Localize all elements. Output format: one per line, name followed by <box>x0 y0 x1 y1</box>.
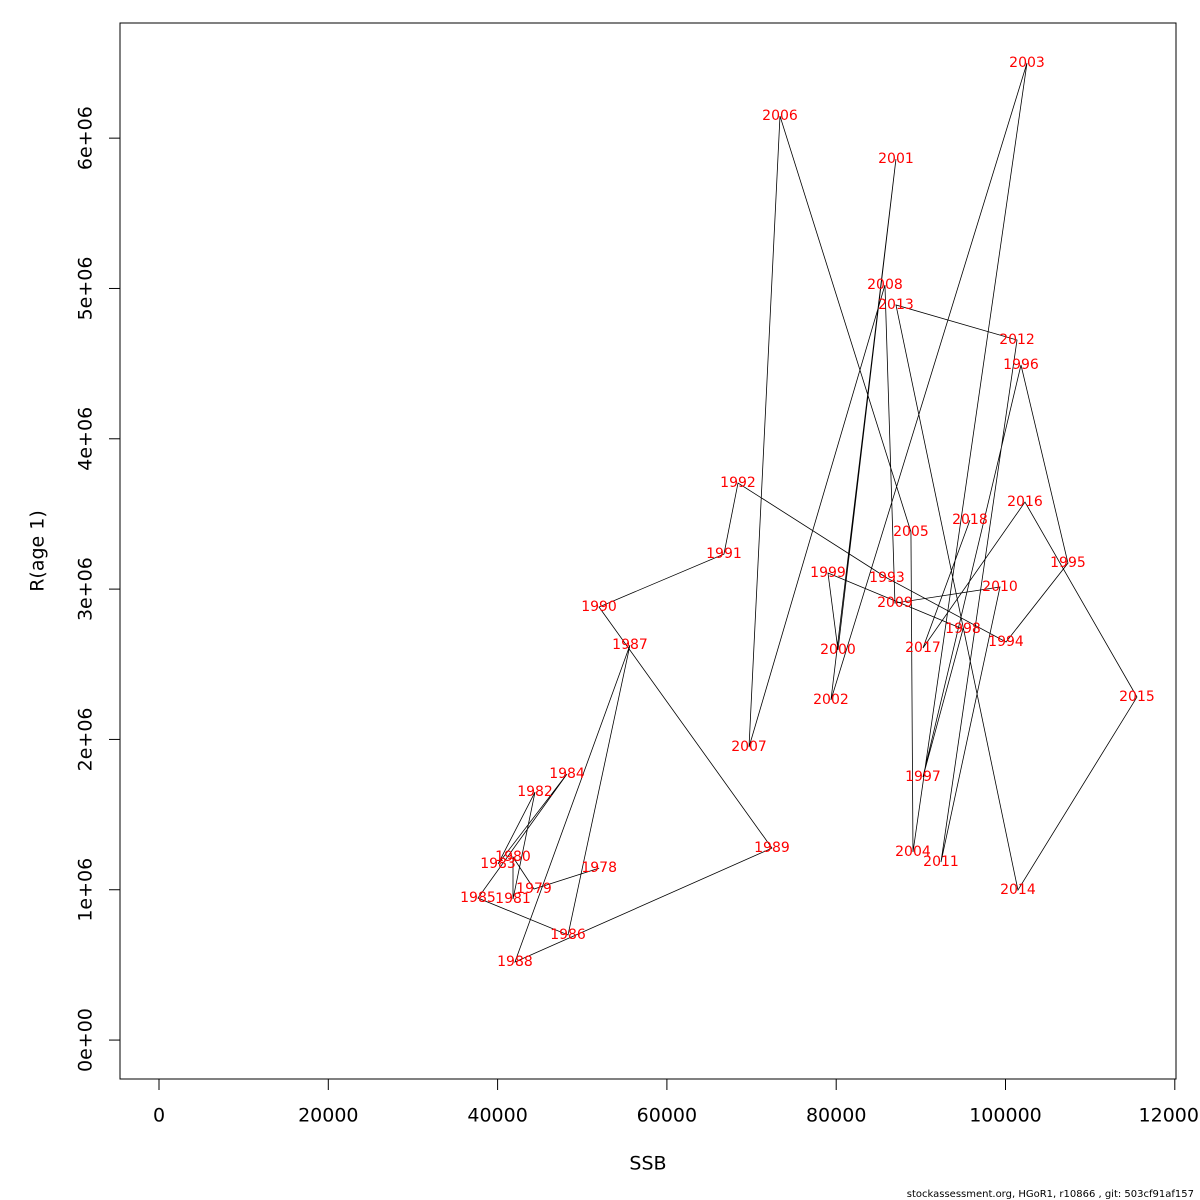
y-tick-label: 3e+06 <box>75 557 97 621</box>
y-axis-label: R(age 1) <box>27 510 49 592</box>
year-label: 1987 <box>612 637 648 653</box>
x-tick-label: 80000 <box>806 1105 866 1127</box>
y-tick-label: 2e+06 <box>75 707 97 771</box>
year-label: 1996 <box>1003 357 1039 373</box>
year-label: 2013 <box>878 297 914 313</box>
year-label: 1999 <box>810 565 846 581</box>
year-label: 2017 <box>905 640 941 656</box>
year-label: 1980 <box>495 849 531 865</box>
y-tick-label: 1e+06 <box>75 858 97 922</box>
footer: stockassessment.org, HGoR1, r10866 , git… <box>907 1189 1194 1200</box>
year-label: 2016 <box>1007 494 1043 510</box>
year-label: 1989 <box>754 840 790 856</box>
year-label: 2001 <box>878 151 914 167</box>
year-label: 1990 <box>581 599 617 615</box>
year-label: 1982 <box>517 784 553 800</box>
year-label: 1985 <box>460 890 496 906</box>
year-label: 2002 <box>813 692 849 708</box>
year-label: 2010 <box>982 579 1018 595</box>
year-label: 2003 <box>1009 55 1045 71</box>
y-tick-label: 0e+00 <box>75 1008 97 1072</box>
x-tick-label: 40000 <box>467 1105 527 1127</box>
x-tick-label: 0 <box>153 1105 165 1127</box>
year-label: 2009 <box>877 595 913 611</box>
year-label: 2000 <box>820 642 856 658</box>
year-label: 2007 <box>731 739 767 755</box>
year-label: 1998 <box>945 621 981 637</box>
y-tick-label: 6e+06 <box>75 106 97 170</box>
x-tick-label: 100000 <box>969 1105 1042 1127</box>
year-label: 1997 <box>905 769 941 785</box>
year-label: 2005 <box>893 524 929 540</box>
year-label: 1994 <box>988 634 1024 650</box>
year-label: 1979 <box>516 881 552 897</box>
year-label: 1988 <box>497 954 533 970</box>
year-label: 1993 <box>869 570 905 586</box>
year-label: 2015 <box>1119 689 1155 705</box>
year-label: 2018 <box>952 512 988 528</box>
year-label: 1986 <box>550 927 586 943</box>
y-tick-label: 4e+06 <box>75 407 97 471</box>
year-label: 1983 <box>480 856 516 872</box>
year-label: 2006 <box>762 108 798 124</box>
year-label: 2012 <box>999 332 1035 348</box>
year-label: 1995 <box>1050 555 1086 571</box>
year-label: 2014 <box>1000 882 1036 898</box>
year-label: 1992 <box>720 475 756 491</box>
y-tick-label: 5e+06 <box>75 257 97 321</box>
year-label: 1991 <box>706 546 742 562</box>
year-label: 1984 <box>549 766 585 782</box>
x-tick-label: 20000 <box>298 1105 358 1127</box>
trajectory-line <box>477 62 1138 963</box>
x-axis-label: SSB <box>629 1153 666 1175</box>
x-tick-label: 60000 <box>637 1105 697 1127</box>
plot-box <box>119 22 1177 1080</box>
year-label: 2008 <box>867 277 903 293</box>
year-label: 1981 <box>495 891 531 907</box>
year-label: 1978 <box>581 860 617 876</box>
year-label: 2011 <box>923 854 959 870</box>
year-label: 2004 <box>895 844 931 860</box>
